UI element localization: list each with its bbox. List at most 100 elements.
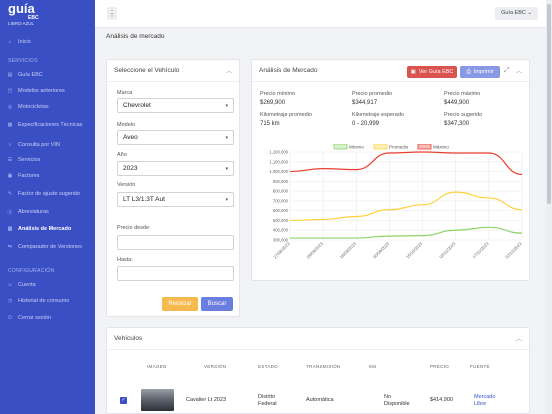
sidebar-item-label: Servicios xyxy=(18,157,41,163)
version-label: Versión xyxy=(117,182,136,188)
y-tick-label: 1,200,000 xyxy=(269,150,288,155)
car-icon: ◳ xyxy=(7,88,13,94)
stat-value: $449,900 xyxy=(444,100,470,106)
cell-fuente[interactable]: Mercado Libre xyxy=(474,394,496,407)
print-label: Imprimir xyxy=(473,69,494,75)
expand-icon[interactable]: ⤢ xyxy=(504,67,510,74)
sidebar: guía EBC LIBRO AZUL ⌂ Inicio SERVICIOS ▤ Guí… xyxy=(0,0,95,414)
stat-label: Kilometraje esperado xyxy=(352,112,404,118)
sidebar-item-label: Comparador de Versiones xyxy=(18,244,82,250)
y-tick-label: 900,000 xyxy=(273,179,289,184)
chevron-down-icon: ▾ xyxy=(225,196,228,203)
menu-toggle-button[interactable]: ⋮ xyxy=(107,7,117,20)
market-analysis-card: Análisis de Mercado ︿ ▣ Ver Guía EBC ⎙ Imp… xyxy=(251,59,530,281)
sidebar-item-user[interactable]: ☺ Cuenta xyxy=(6,279,91,291)
printer-icon: ⎙ xyxy=(466,68,471,75)
print-button[interactable]: ⎙ Imprimir xyxy=(460,66,500,78)
cell-transmision: Automática xyxy=(306,397,334,403)
sidebar-item-home[interactable]: ⌂ Inicio xyxy=(6,36,91,48)
x-tick-label: 17/11/2023 xyxy=(471,241,490,260)
collapse-chevron-icon[interactable]: ︿ xyxy=(515,337,522,343)
anio-select[interactable]: 2023 ▾ xyxy=(117,161,234,176)
collapse-chevron-icon[interactable]: ︿ xyxy=(225,69,232,75)
sidebar-item-abbrev[interactable]: Ⓐ Abreviaturas xyxy=(6,206,91,218)
sidebar-item-motorcycle[interactable]: ◎ Motocicletas xyxy=(6,101,91,113)
column-header[interactable]: TRANSMISIÓN xyxy=(306,364,341,369)
column-header[interactable]: PRECIO xyxy=(430,364,450,369)
y-tick-label: 700,000 xyxy=(273,198,289,203)
sidebar-item-search[interactable]: ⌕ Consulta por VIN xyxy=(6,139,91,151)
stat-value: 715 km xyxy=(260,121,280,127)
topbar: ⋮ Guía EBC ⌄ xyxy=(95,0,552,28)
services-icon: ☰ xyxy=(7,157,13,163)
sidebar-item-chart[interactable]: ▥ Análisis de Mercado xyxy=(6,223,91,235)
stat-label: Precio promedio xyxy=(352,91,393,97)
anio-value: 2023 xyxy=(123,165,138,172)
sidebar-item-label: Cuenta xyxy=(18,282,36,288)
y-tick-label: 600,000 xyxy=(273,208,289,213)
cell-km: No Disponible xyxy=(384,394,410,407)
stat-value: $347,300 xyxy=(444,121,470,127)
stat-label: Precio sugerido xyxy=(444,112,483,118)
version-value: LT L3/1.3T Aut xyxy=(123,196,165,203)
y-tick-label: 1,000,000 xyxy=(269,169,288,174)
reset-button[interactable]: Reiniciar xyxy=(162,297,198,311)
sidebar-item-book[interactable]: ▤ Guía EBC xyxy=(6,69,91,81)
stat-label: Kilometraje promedio xyxy=(260,112,312,118)
sidebar-item-history[interactable]: ◷ Historial de consumo xyxy=(6,295,91,307)
page-title: Análisis de mercado xyxy=(106,33,165,40)
factors-icon: ▣ xyxy=(7,173,13,179)
stat-value: 0 - 20,999 xyxy=(352,121,380,127)
vehicle-thumbnail[interactable] xyxy=(141,389,174,411)
column-header[interactable]: FUENTE xyxy=(470,364,490,369)
marca-select[interactable]: Chevrolet ▾ xyxy=(117,98,234,113)
anio-label: Año xyxy=(117,152,127,158)
y-tick-label: 800,000 xyxy=(273,189,289,194)
precio-desde-input[interactable] xyxy=(117,235,234,250)
y-tick-label: 1,100,000 xyxy=(269,159,288,164)
marca-value: Chevrolet xyxy=(123,102,151,109)
legend-swatch xyxy=(373,144,388,150)
sidebar-item-compare[interactable]: ⇆ Comparador de Versiones xyxy=(6,241,91,253)
legend-label: Promedio xyxy=(389,144,409,149)
file-icon: ▣ xyxy=(410,69,416,75)
modelo-label: Modelo xyxy=(117,122,136,128)
user-menu-button[interactable]: Guía EBC ⌄ xyxy=(495,7,538,20)
version-select[interactable]: LT L3/1.3T Aut ▾ xyxy=(117,192,234,207)
collapse-chevron-icon[interactable]: ︿ xyxy=(515,69,522,75)
column-header[interactable]: VERSIÓN xyxy=(204,364,227,369)
abbrev-icon: Ⓐ xyxy=(7,209,13,216)
series-line-promedio xyxy=(289,191,523,222)
ver-guia-button[interactable]: ▣ Ver Guía EBC xyxy=(407,66,457,78)
series-line-mínimo xyxy=(290,226,523,239)
modelo-select[interactable]: Aveo ▾ xyxy=(117,130,234,145)
stat-value: $269,900 xyxy=(260,100,286,106)
row-checkbox[interactable]: ✓ xyxy=(120,397,127,404)
sidebar-item-car[interactable]: ◳ Modelos anteriores xyxy=(6,85,91,97)
market-line-chart: 300,000 400,000 500,000 600,000 700,000 800,0… xyxy=(269,144,523,260)
sidebar-item-services[interactable]: ☰ Servicios xyxy=(6,154,91,166)
sidebar-section-configuración: CONFIGURACIÓN xyxy=(8,268,55,274)
column-header[interactable]: IMAGEN xyxy=(147,364,167,369)
x-tick-label: 18/09/2023 xyxy=(339,241,358,260)
sidebar-item-label: Especificaciones Técnicas xyxy=(18,122,83,128)
sidebar-item-specs[interactable]: ▦ Especificaciones Técnicas xyxy=(6,119,91,131)
sidebar-item-logout[interactable]: ⏻ Cerrar sesión xyxy=(6,312,91,324)
page-scrollbar[interactable] xyxy=(546,0,552,414)
column-header[interactable]: ESTADO xyxy=(258,364,278,369)
sidebar-item-adjust[interactable]: ✎ Factor de ajuste sugerido xyxy=(6,188,91,200)
sidebar-item-label: Motocicletas xyxy=(18,104,49,110)
sidebar-item-factors[interactable]: ▣ Factores xyxy=(6,170,91,182)
home-icon: ⌂ xyxy=(8,39,12,45)
scrollbar-thumb[interactable] xyxy=(547,4,551,204)
x-tick-label: 15/10/2023 xyxy=(405,241,424,260)
cell-version: Cavalier Lt 2023 xyxy=(186,397,227,403)
sidebar-item-label: Historial de consumo xyxy=(18,298,70,304)
x-tick-label: 02/12/2023 xyxy=(504,241,523,260)
search-button[interactable]: Buscar xyxy=(201,297,233,311)
adjust-icon: ✎ xyxy=(7,191,13,197)
column-header[interactable]: KM xyxy=(369,364,377,369)
brand-logo[interactable]: guía EBC LIBRO AZUL xyxy=(0,0,95,27)
legend-label: Máximo xyxy=(433,144,449,149)
precio-hasta-input[interactable] xyxy=(117,266,234,281)
